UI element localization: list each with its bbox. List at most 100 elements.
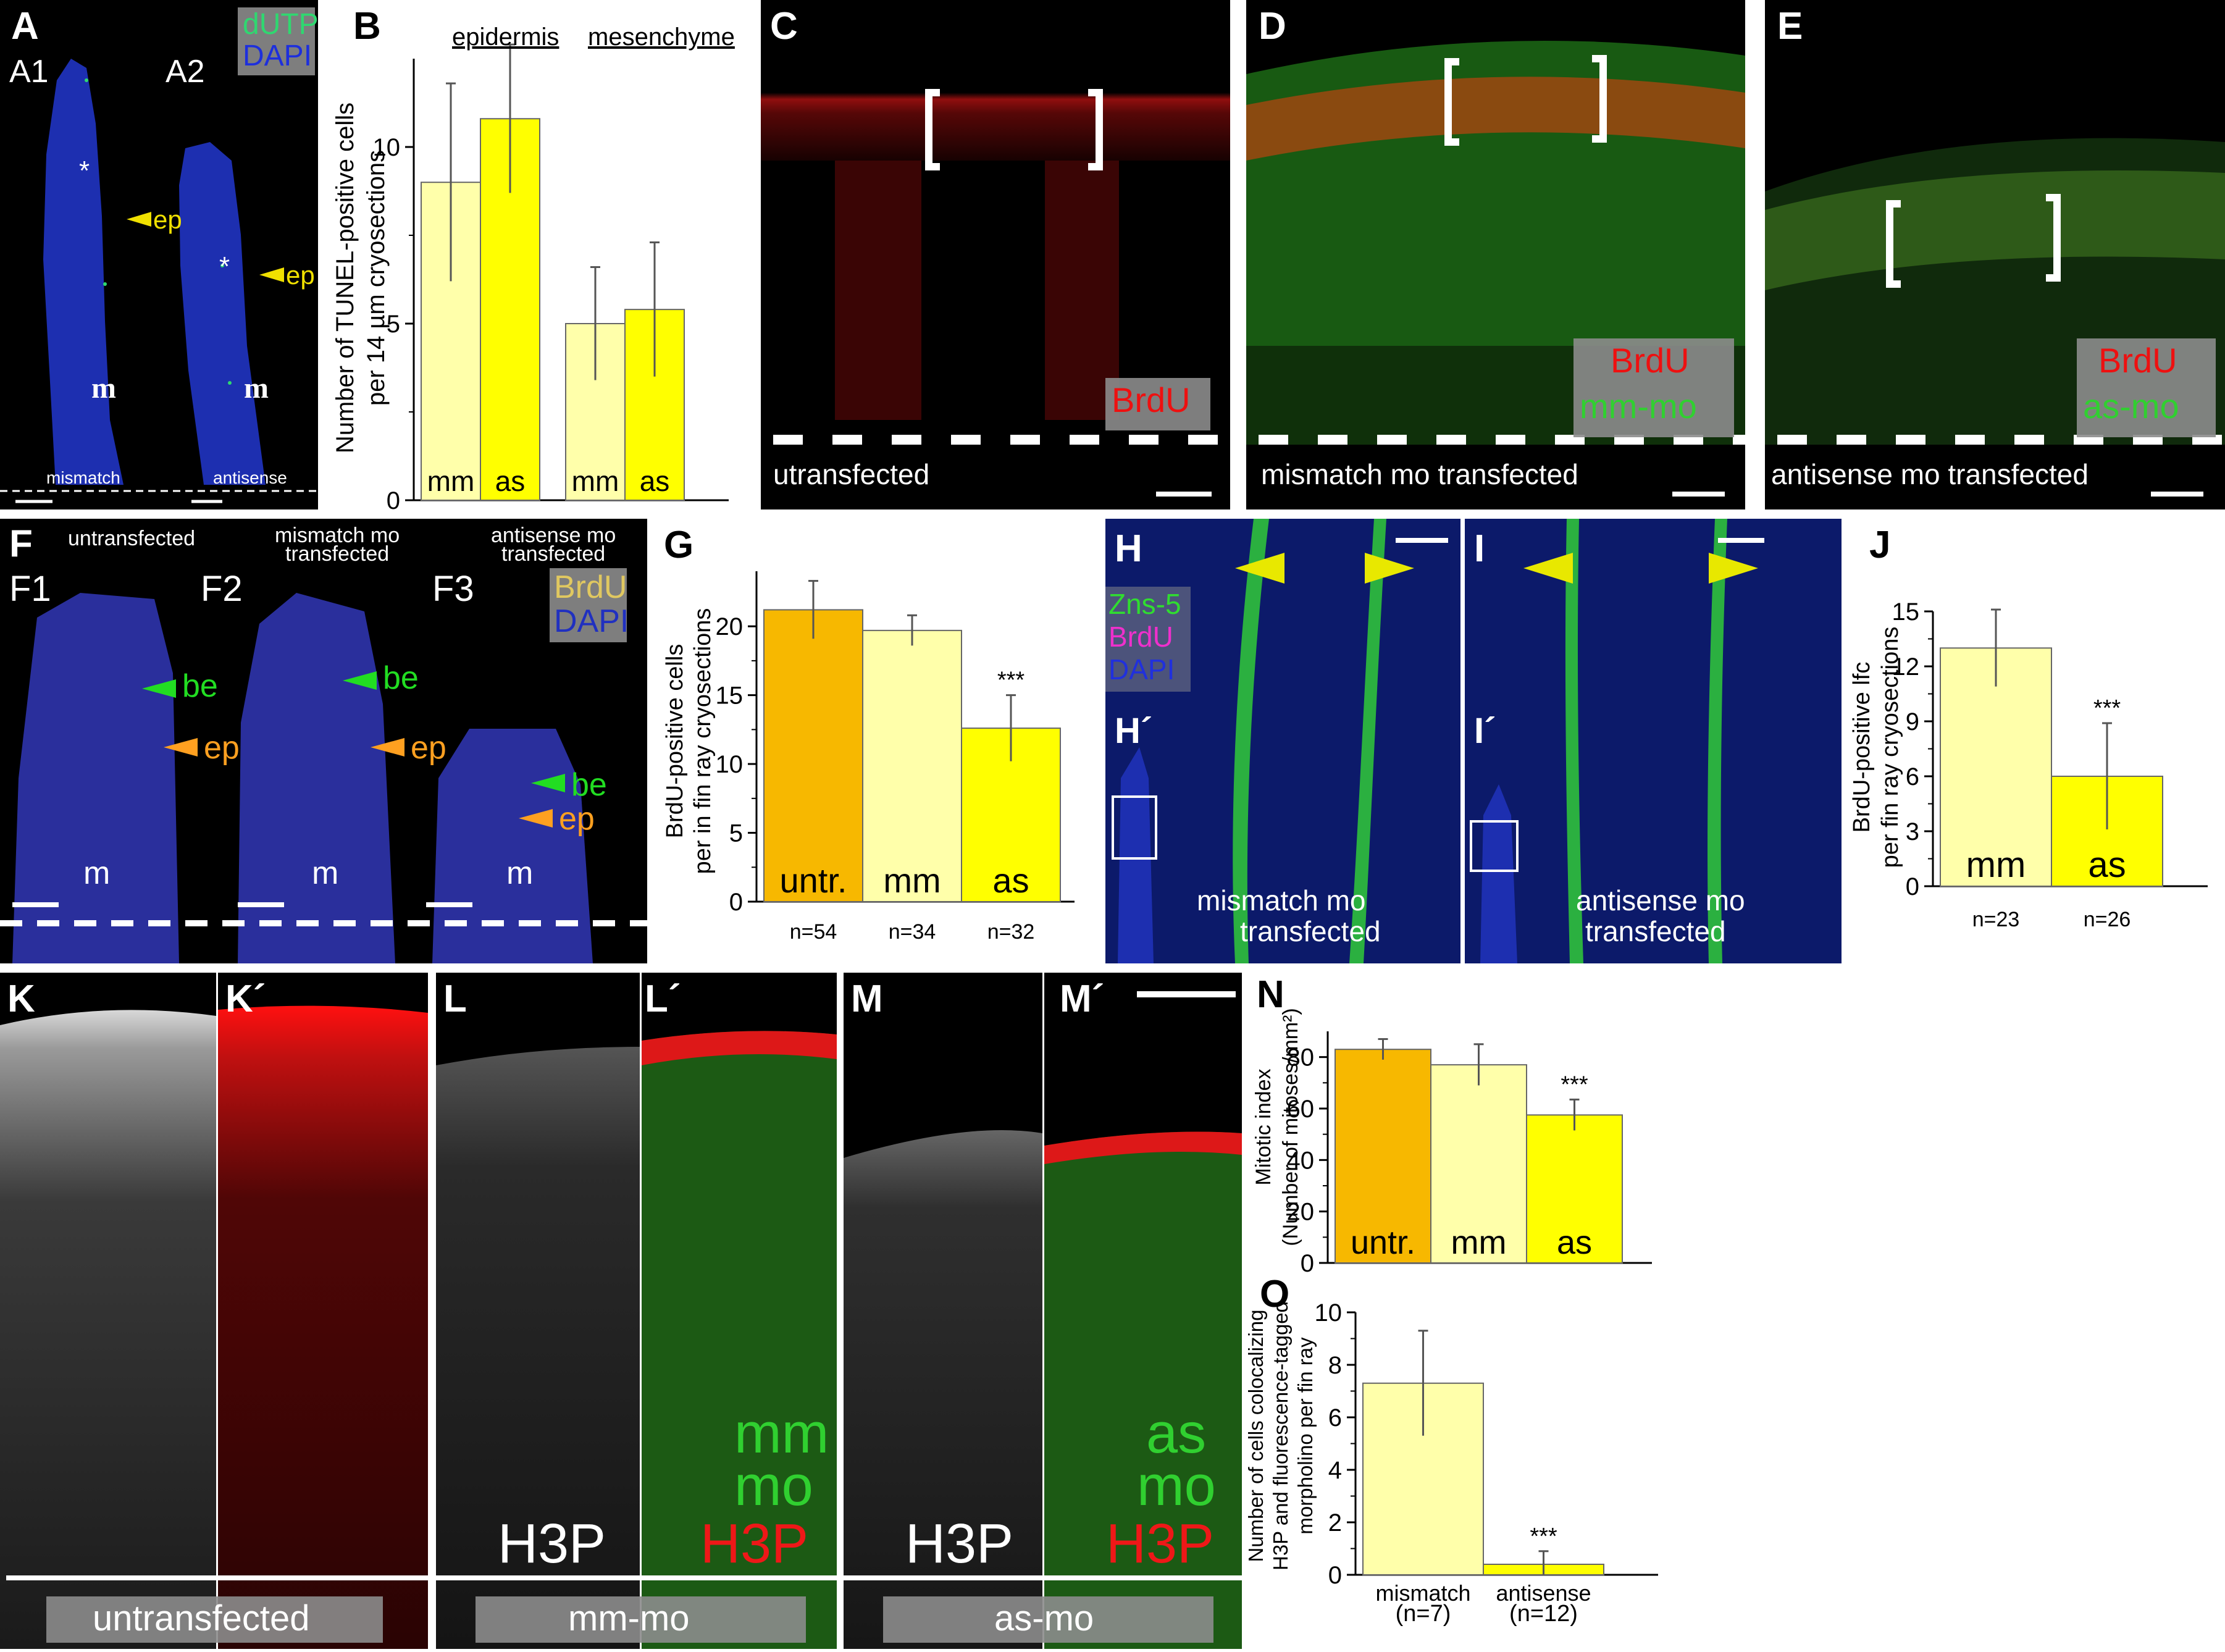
chart-o-label: O [1260,1273,1290,1315]
chart-g-svg: 0 5 10 15 20 untr. n=54 mm n=34 as n=32 *** BrdU-pos… [662,571,1075,944]
category-label: mm [572,465,619,497]
y-tick-label: 3 [1906,818,1919,845]
panel-l-prime: L´ mm mo H3P [642,973,837,1649]
panel-d-image [1246,41,1745,497]
category-label: untr. [780,861,847,900]
y-tick-label: 10 [716,751,744,778]
y-tick-label: 5 [729,820,743,847]
y-tick-label: 60 [1287,1096,1315,1123]
y-axis-label: Number of TUNEL-positive cells [332,103,359,453]
chart-j: 0 3 6 9 12 15 mm n=23 as n=26 *** BrdU-positive lfc… [1843,519,2225,963]
panel-l-prime-mm: mm [734,1402,829,1465]
chart-n-svg: 020406080untr.n=32mmn=14asn=16***Mitotic… [1252,1008,1652,1308]
marker-star-2: * [219,251,230,282]
significance-label: *** [1530,1524,1557,1549]
n-label: n=26 [2084,908,2131,931]
chart-n-label: N [1257,973,1284,1016]
y-axis-label: H3P and fluorescence-tagged [1269,1301,1292,1570]
category-label: as [992,861,1029,900]
panel-m-image [844,1130,1042,1649]
legend-dapi-f: DAPI [554,603,629,639]
caption-d: mismatch mo transfected [1261,458,1578,490]
chart-o: 0 2 4 6 8 10 mismatch (n=7) antisense (n=12) *** Nu… [1244,1275,1677,1649]
arrow-label-ep-1: ep [153,205,182,234]
panel-k: K [0,973,216,1649]
legend-dapi-h: DAPI [1108,653,1175,686]
category-label: mismatch [1375,1580,1470,1606]
legend-brdu-h: BrdU [1108,621,1173,653]
panel-c: C BrdU utransfected [761,0,1230,509]
chart-g-label: G [664,524,694,566]
panel-f3-title-1: antisense mo [491,524,616,547]
legend-box-e [2077,338,2216,437]
chart-b-header-epidermis: epidermis [452,23,559,51]
y-axis-label: BrdU-positive lfc [1849,662,1875,833]
y-tick-label: 8 [1328,1352,1342,1379]
legend-brdu-d: BrdU [1611,341,1690,380]
panel-f-label: F [9,522,33,565]
panel-h: H H´ Zns-5 BrdU DAPI mismatch mo transfe… [1105,519,1460,963]
panel-k-prime-label: K´ [225,978,266,1020]
panel-f2-title-1: mismatch mo [275,524,400,547]
y-tick-label: 20 [1287,1199,1315,1226]
legend-box-c [1105,378,1210,430]
bar [1335,1049,1431,1264]
y-tick-label: 15 [1892,598,1920,626]
y-tick-label: 20 [716,613,744,640]
chart-j-svg: 0 3 6 9 12 15 mm n=23 as n=26 *** BrdU-positive lfc… [1849,598,2208,931]
f2-be-label: be [383,660,419,696]
panel-h-sub-label: H´ [1115,711,1153,751]
legend-dutp: dUTP [243,8,318,41]
caption-l: mm-mo [568,1598,690,1638]
y-tick-label: 80 [1287,1044,1315,1071]
y-tick-label: 2 [1328,1509,1342,1537]
panel-a: A A1 A2 dUTP DAPI * * ep ep m m mismatch… [0,0,318,509]
arrow-label-ep-2: ep [286,261,315,290]
chart-o-svg: 0 2 4 6 8 10 mismatch(n=7) antisense(n=12) *** Nu… [1244,1299,1658,1627]
caption-e: antisense mo transfected [1771,458,2089,490]
y-tick-label: 0 [1328,1562,1342,1589]
y-tick-label: 6 [1906,763,1919,790]
panel-a1-label: A1 [9,54,49,90]
y-axis-label: morpholino per fin ray [1294,1337,1317,1535]
f2-m-label: m [312,855,339,891]
legend-as-mo-e: as-mo [2083,387,2179,426]
caption-i-1: antisense mo [1576,884,1745,916]
panel-f-image [0,593,647,963]
panel-h-label: H [1115,527,1142,570]
legend-brdu-e: BrdU [2098,341,2177,380]
y-axis-label: Number of cells colocalizing [1244,1309,1267,1562]
panel-a2-label: A2 [166,54,205,90]
f3-m-label: m [506,855,534,891]
category-label: as [2088,845,2126,885]
y-tick-label: 12 [1892,653,1920,681]
category-label: as [1557,1224,1592,1261]
panel-m-prime-stain: H3P [1106,1513,1215,1575]
panel-l-prime-mo: mo [734,1454,813,1517]
panel-d-label: D [1259,5,1286,48]
panel-f1-label: F1 [9,569,51,609]
panel-e: E BrdU as-mo antisense mo transfected [1765,0,2225,509]
f1-m-label: m [83,855,111,891]
panel-l-label: L [443,978,467,1020]
f2-ep-label: ep [411,730,446,766]
caption-box-l [476,1596,806,1643]
significance-label: *** [1561,1071,1588,1097]
caption-antisense: antisense [213,468,287,487]
bar [1526,1114,1623,1264]
y-axis-label: BrdU-positive cells [662,644,688,839]
y-tick-label: 0 [729,889,743,916]
legend-brdu-c: BrdU [1112,380,1191,419]
y-tick-label: 9 [1906,708,1919,736]
y-tick-label: 0 [1301,1250,1314,1277]
category-label: mm [427,465,475,497]
panel-d: D BrdU mm-mo mismatch mo transfected [1246,0,1745,509]
caption-box-m [883,1596,1213,1643]
y-tick-label: 10 [373,134,401,161]
chart-b-label: B [353,5,381,48]
caption-c: utransfected [773,458,930,490]
caption-h-2: transfected [1240,915,1381,947]
y-tick-label: 5 [387,311,400,338]
panel-c-label: C [770,5,798,48]
panel-c-image [761,89,1230,497]
